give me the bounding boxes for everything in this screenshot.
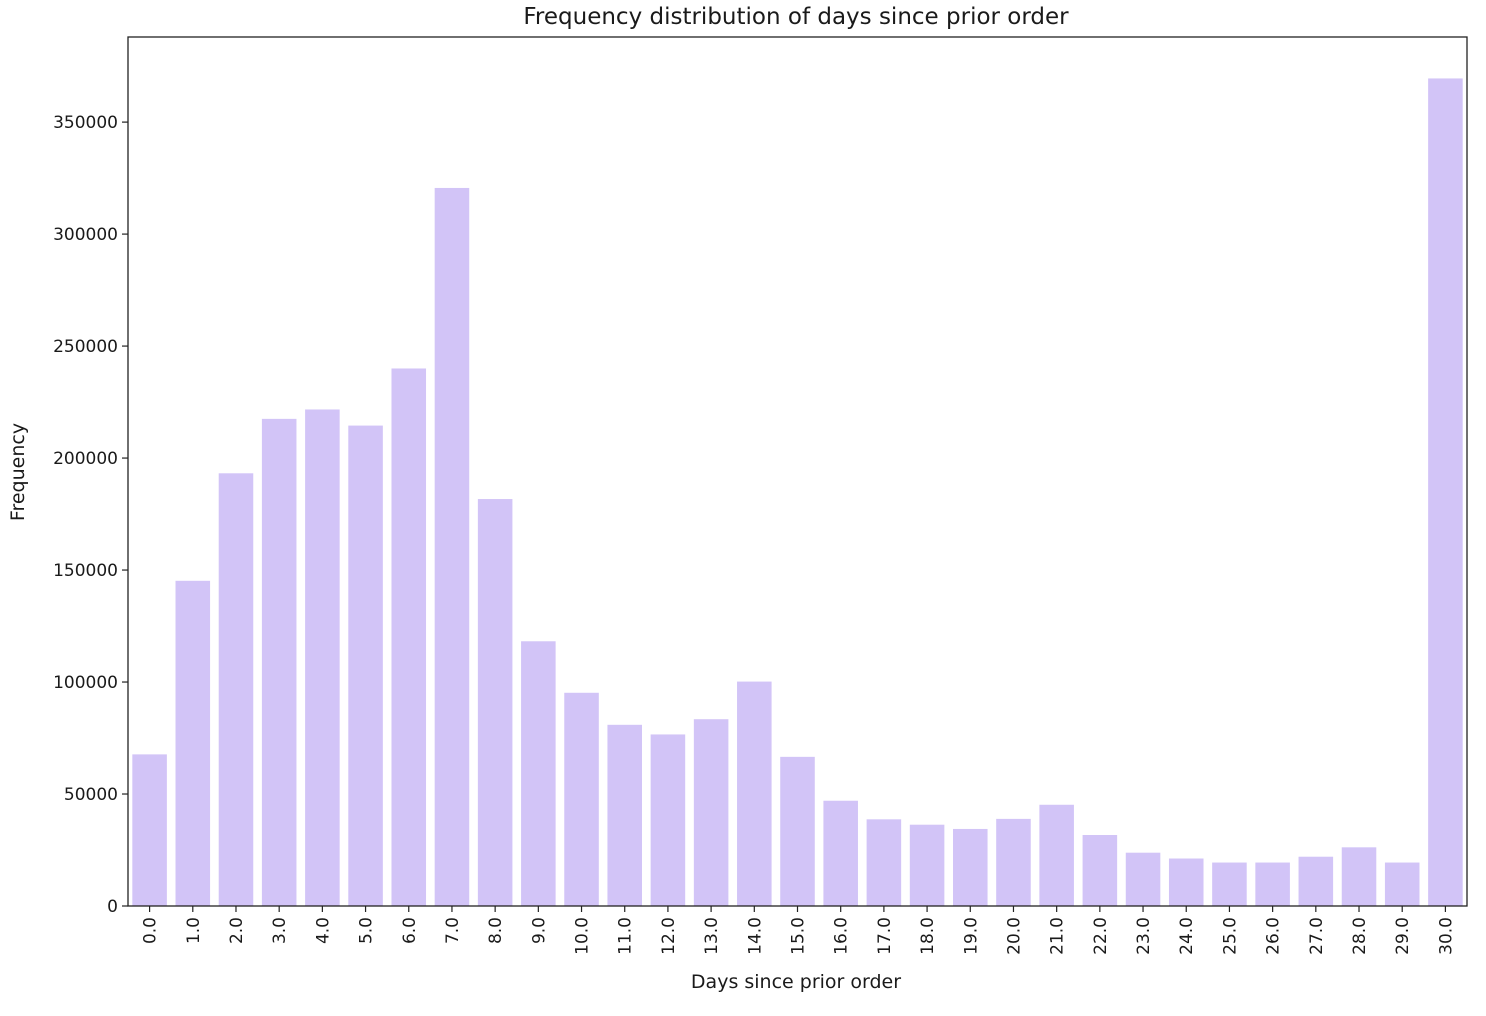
bar-21.0: [1039, 804, 1074, 906]
x-tick-label: 4.0: [313, 917, 333, 944]
x-tick-label: 0.0: [141, 917, 161, 944]
bar-13.0: [693, 719, 729, 906]
x-tick-label: 1.0: [184, 917, 204, 944]
x-tick-label: 3.0: [270, 917, 290, 944]
bar-20.0: [996, 818, 1031, 906]
x-tick-label: 11.0: [616, 917, 636, 955]
x-tick-label: 24.0: [1177, 917, 1197, 955]
bar-18.0: [909, 824, 945, 906]
bar-7.0: [434, 187, 470, 907]
x-tick-label: 7.0: [443, 917, 463, 944]
bar-17.0: [866, 819, 902, 906]
bar-12.0: [650, 734, 686, 906]
bar-10.0: [564, 692, 599, 906]
y-tick-label: 200000: [53, 449, 118, 469]
bar-2.0: [218, 473, 254, 906]
y-tick-label: 0: [107, 897, 118, 917]
x-tick-label: 16.0: [832, 917, 852, 955]
x-tick-label: 14.0: [745, 917, 765, 955]
x-tick-label: 13.0: [702, 917, 722, 955]
bars: [132, 78, 1463, 907]
y-tick-label: 300000: [53, 225, 118, 245]
x-axis-ticks: 0.0 1.0 2.0 3.0 4.0 5.0 6.0 7.0 8.0 9.0 10.0 11.0 12…: [141, 906, 1456, 955]
y-tick-label: 100000: [53, 673, 118, 693]
bar-9.0: [521, 641, 556, 906]
x-tick-label: 20.0: [1004, 917, 1024, 955]
bar-4.0: [305, 409, 340, 906]
bar-1.0: [175, 580, 211, 906]
plot-frame: [127, 36, 1468, 907]
x-tick-label: 23.0: [1134, 917, 1154, 955]
x-tick-label: 27.0: [1307, 917, 1327, 955]
x-tick-label: 29.0: [1393, 917, 1413, 955]
x-tick-label: 22.0: [1091, 917, 1111, 955]
bar-22.0: [1082, 835, 1118, 906]
bar-0.0: [132, 754, 167, 906]
bar-11.0: [607, 724, 643, 906]
x-tick-label: 19.0: [961, 917, 981, 955]
y-tick-label: 250000: [53, 337, 118, 357]
bar-27.0: [1298, 856, 1334, 906]
bar-6.0: [391, 368, 427, 906]
bar-26.0: [1255, 862, 1290, 906]
bar-29.0: [1384, 862, 1420, 906]
bar-25.0: [1212, 862, 1247, 906]
x-tick-label: 28.0: [1350, 917, 1370, 955]
x-tick-label: 8.0: [486, 917, 506, 944]
bar-3.0: [261, 418, 297, 906]
x-tick-label: 18.0: [918, 917, 938, 955]
bar-14.0: [737, 681, 772, 906]
x-tick-label: 30.0: [1436, 917, 1456, 955]
x-tick-label: 5.0: [357, 917, 377, 944]
y-tick-label: 150000: [53, 561, 118, 581]
bar-28.0: [1341, 847, 1377, 906]
bar-15.0: [780, 756, 815, 906]
x-tick-label: 2.0: [227, 917, 247, 944]
y-tick-label: 350000: [53, 113, 118, 133]
bar-23.0: [1125, 852, 1161, 906]
y-axis-label: Frequency: [7, 423, 29, 521]
bar-5.0: [348, 425, 383, 906]
x-axis-label: Days since prior order: [691, 971, 901, 993]
x-tick-label: 26.0: [1264, 917, 1284, 955]
bar-24.0: [1168, 858, 1204, 906]
y-axis-ticks: 0 50000 100000 150000 200000 250000 300000 3500…: [53, 113, 128, 917]
x-tick-label: 10.0: [573, 917, 593, 955]
x-tick-label: 15.0: [789, 917, 809, 955]
bar-30.0: [1428, 78, 1463, 907]
y-tick-label: 50000: [64, 785, 118, 805]
x-tick-label: 21.0: [1048, 917, 1068, 955]
x-tick-label: 9.0: [529, 917, 549, 944]
bar-19.0: [952, 828, 988, 906]
x-tick-label: 17.0: [875, 917, 895, 955]
x-tick-label: 12.0: [659, 917, 679, 955]
x-tick-label: 25.0: [1220, 917, 1240, 955]
bar-16.0: [823, 800, 858, 906]
bar-8.0: [477, 499, 513, 906]
chart-title: Frequency distribution of days since pri…: [523, 4, 1069, 30]
x-tick-label: 6.0: [400, 917, 420, 944]
